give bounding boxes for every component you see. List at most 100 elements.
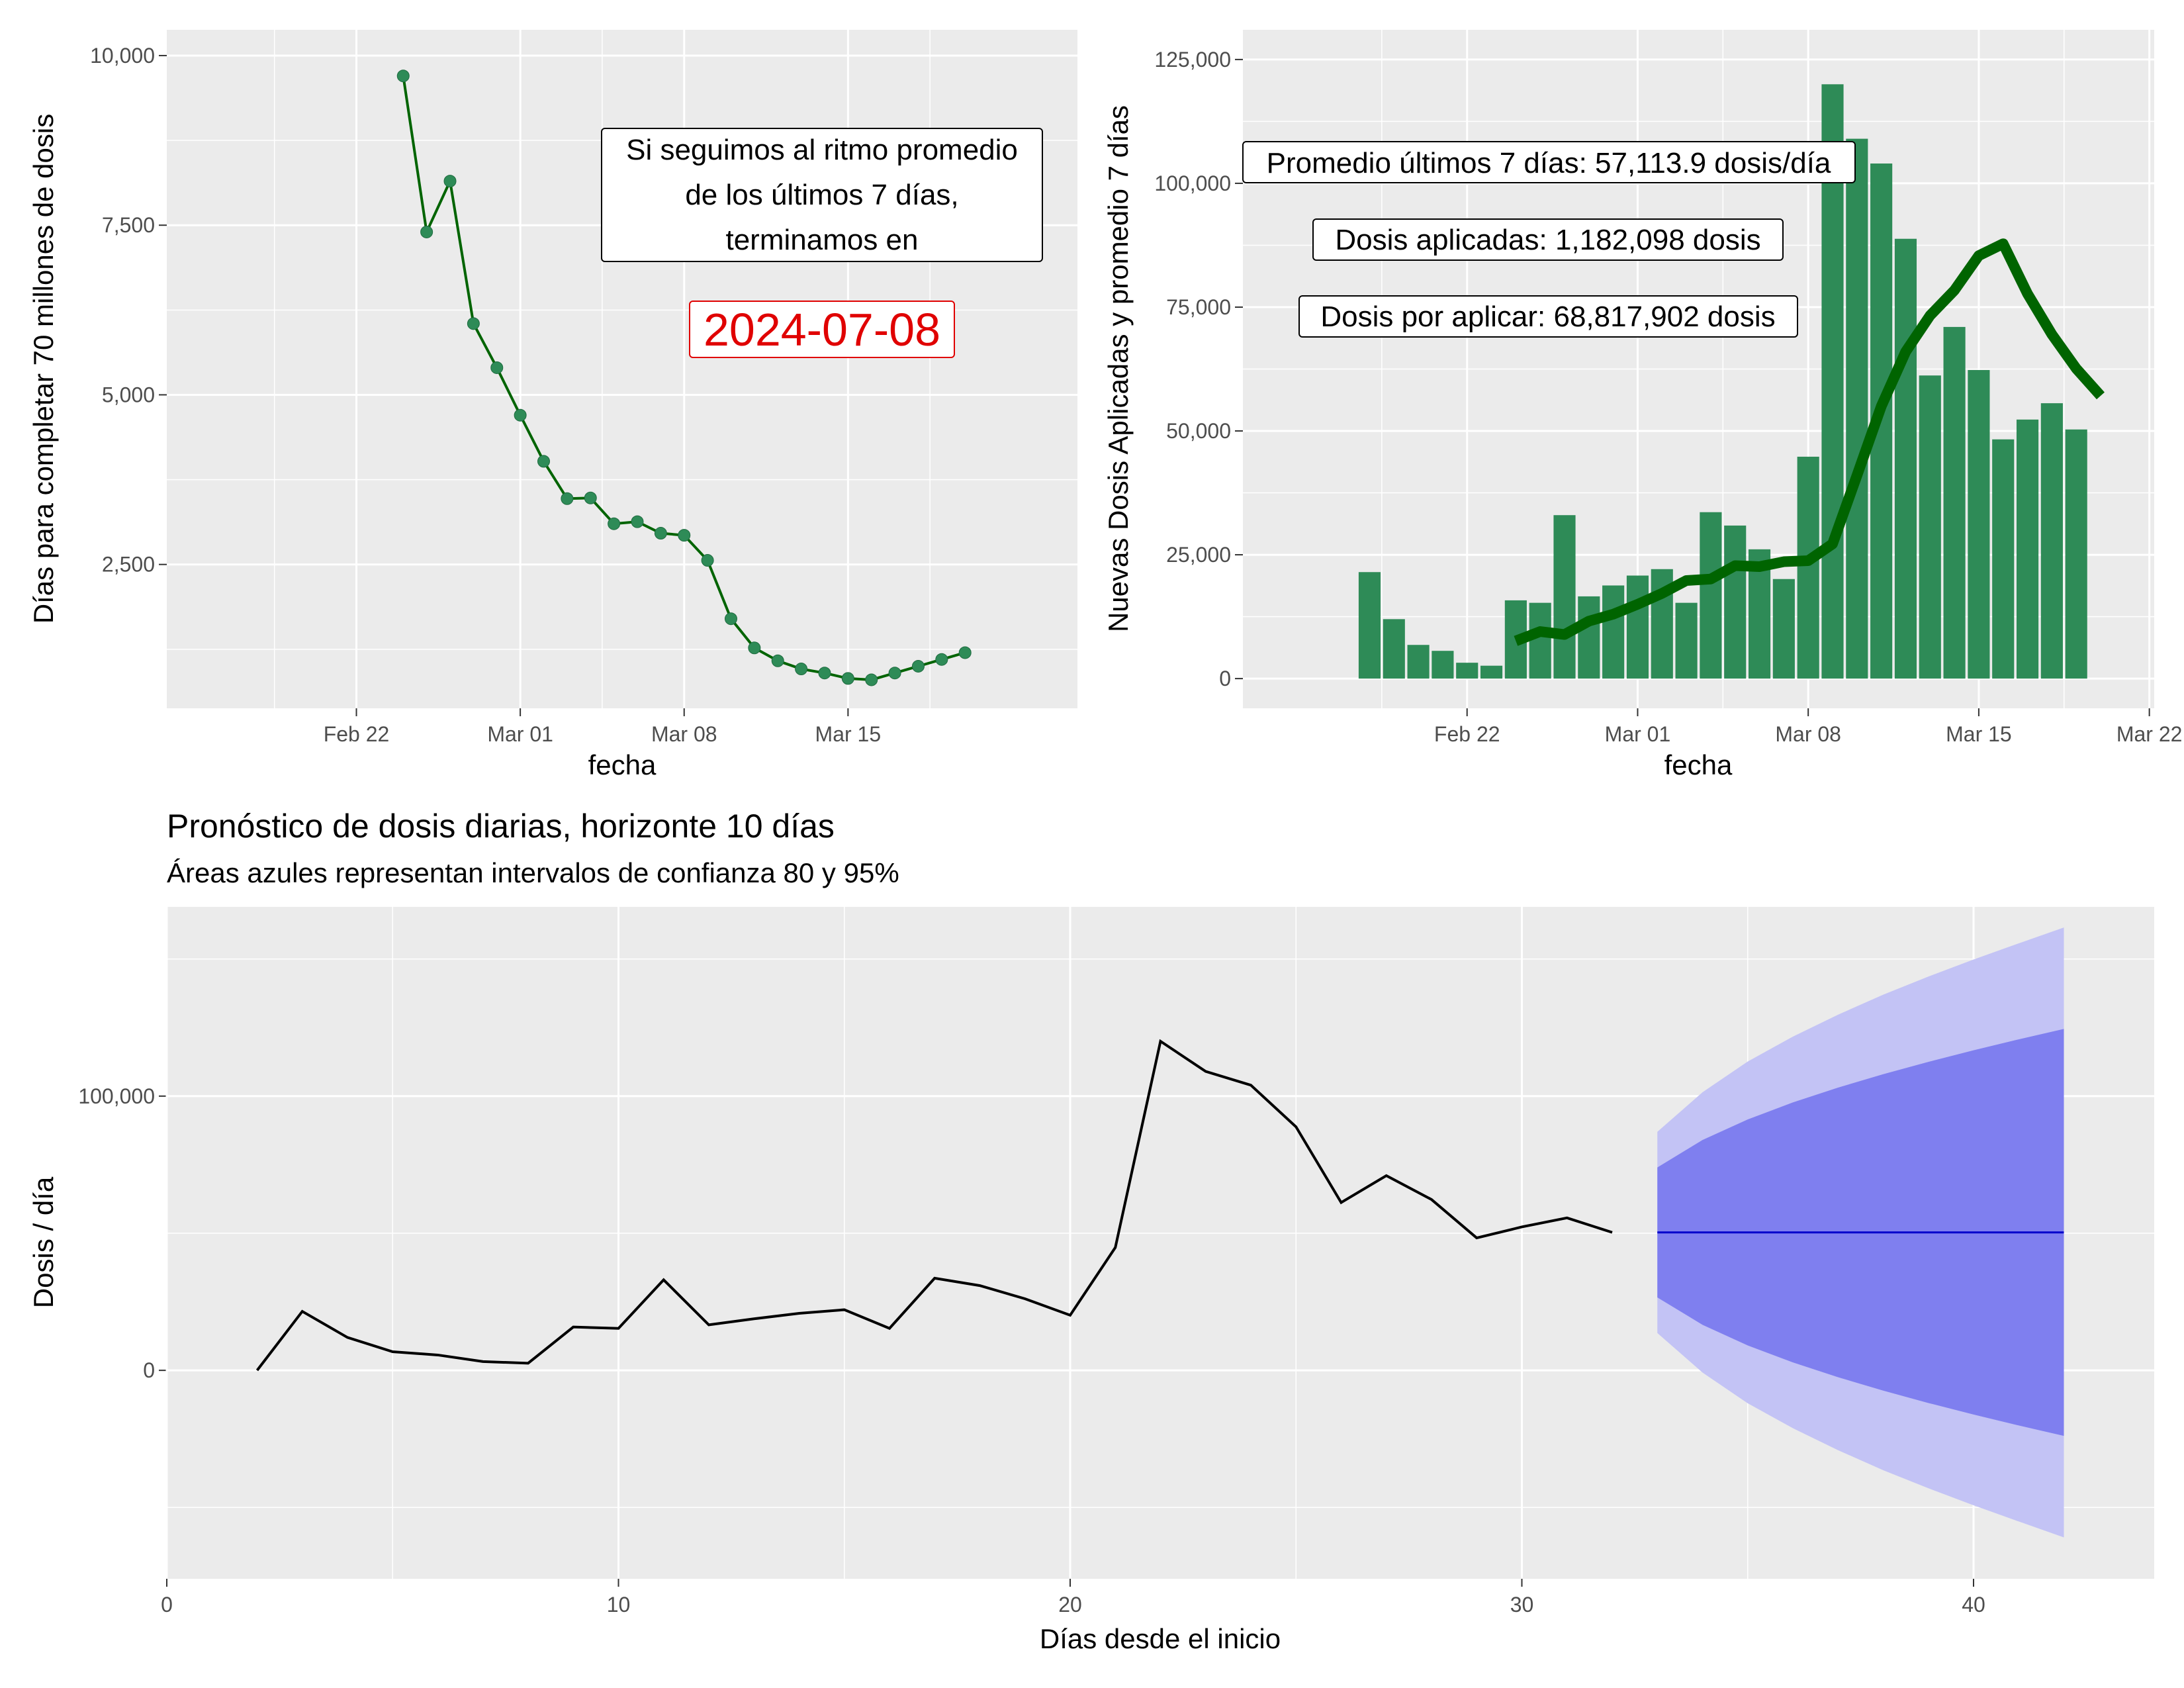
x-tick-labels: Feb 22 Mar 01 Mar 08 Mar 15 Mar 22 — [1434, 722, 2183, 746]
y-tick-label: 2,500 — [102, 553, 155, 577]
applied-note: Dosis aplicadas: 1,182,098 dosis — [1335, 224, 1760, 256]
x-tick-label: 30 — [1510, 1593, 1534, 1617]
x-tick-label: Mar 08 — [651, 722, 717, 746]
data-point — [654, 527, 667, 540]
y-axis-title: Dosis / día — [28, 1176, 59, 1308]
x-tick-label: Feb 22 — [1434, 722, 1500, 746]
x-tick-label: 0 — [161, 1593, 173, 1617]
annotation-line-1: Si seguimos al ritmo promedio — [626, 134, 1018, 166]
y-tick-label: 10,000 — [90, 44, 155, 68]
y-axis-title: Días para completar 70 millones de dosis — [28, 114, 59, 624]
bar — [1797, 456, 1819, 679]
bar — [2065, 429, 2087, 679]
remaining-note: Dosis por aplicar: 68,817,902 dosis — [1320, 301, 1775, 333]
data-point — [467, 317, 480, 330]
bar — [1407, 645, 1430, 679]
projection-annotation: Si seguimos al ritmo promedio de los últ… — [601, 128, 1043, 358]
data-point — [490, 361, 504, 374]
annotation-line-2: de los últimos 7 días, — [685, 179, 958, 211]
bar — [1943, 326, 1966, 679]
data-point — [958, 646, 972, 659]
y-tick-labels: 0 25,000 50,000 75,000 100,000 125,000 — [1154, 48, 1231, 690]
x-tick-label: 20 — [1058, 1593, 1082, 1617]
data-point — [701, 554, 714, 567]
bar — [1578, 596, 1600, 679]
y-tick-labels: 2,500 5,000 7,500 10,000 — [90, 44, 155, 577]
bar — [1992, 439, 2015, 679]
seven-day-average-line — [1514, 238, 2105, 646]
data-point — [396, 70, 410, 83]
series-points — [396, 70, 972, 686]
x-tick-labels: 0 10 20 30 40 — [161, 1593, 1985, 1617]
annotation-box — [1312, 218, 1784, 261]
data-point — [771, 654, 784, 667]
chart-title: Pronóstico de dosis diarias, horizonte 1… — [167, 808, 835, 845]
y-tick-label: 100,000 — [78, 1084, 155, 1108]
projected-date: 2024-07-08 — [704, 304, 940, 355]
panel-days-to-complete: 2,500 5,000 7,500 10,000 Feb 22 Mar 01 Mar 08… — [28, 30, 1077, 780]
data-point — [561, 492, 574, 505]
annotation-line-3: terminamos en — [725, 224, 918, 256]
bar — [1772, 579, 1795, 679]
data-point — [537, 455, 551, 468]
y-axis-title: Nuevas Dosis Aplicadas y promedio 7 días — [1103, 105, 1134, 632]
bar — [1968, 369, 1990, 679]
y-tick-label: 75,000 — [1166, 295, 1231, 319]
bar — [1456, 663, 1479, 679]
x-tick-label: Mar 01 — [487, 722, 553, 746]
average-note: Promedio últimos 7 días: 57,113.9 dosis/… — [1267, 147, 1831, 179]
panel-new-doses: 0 25,000 50,000 75,000 100,000 125,000 Feb 22… — [1103, 30, 2182, 780]
x-tick-labels: Feb 22 Mar 01 Mar 08 Mar 15 — [324, 722, 881, 746]
data-point — [514, 408, 527, 422]
data-point — [818, 667, 831, 680]
annotation-box — [1298, 295, 1798, 338]
bar — [1675, 602, 1698, 679]
data-point — [608, 517, 621, 530]
x-axis-title: fecha — [588, 749, 657, 780]
y-tick-label: 125,000 — [1154, 48, 1231, 71]
bar — [1919, 375, 1941, 679]
y-tick-label: 7,500 — [102, 213, 155, 237]
bar — [1358, 572, 1381, 679]
x-axis-title: fecha — [1664, 749, 1733, 780]
data-point — [420, 225, 433, 238]
x-tick-label: 10 — [607, 1593, 631, 1617]
y-tick-label: 0 — [143, 1358, 155, 1382]
x-axis-title: Días desde el inicio — [1040, 1623, 1281, 1654]
data-point — [865, 673, 878, 686]
data-point — [678, 529, 691, 542]
chart-subtitle: Áreas azules representan intervalos de c… — [167, 857, 899, 888]
history-line — [255, 1039, 1613, 1372]
x-tick-label: Mar 08 — [1775, 722, 1841, 746]
x-tick-label: Feb 22 — [324, 722, 390, 746]
data-point — [631, 515, 644, 528]
data-point — [443, 175, 457, 188]
data-point — [724, 612, 737, 626]
y-tick-label: 25,000 — [1166, 543, 1231, 567]
data-point — [935, 653, 948, 666]
y-tick-label: 5,000 — [102, 383, 155, 406]
bar — [1432, 651, 1454, 679]
x-tick-label: 40 — [1962, 1593, 1985, 1617]
data-point — [841, 672, 854, 685]
bar — [1724, 525, 1747, 679]
y-tick-label: 0 — [1219, 667, 1231, 690]
y-tick-label: 100,000 — [1154, 171, 1231, 195]
y-tick-labels: 0 100,000 — [78, 1084, 155, 1382]
stats-annotations: Promedio últimos 7 días: 57,113.9 dosis/… — [1242, 141, 1856, 338]
bar — [1529, 602, 1551, 679]
panel-forecast: Pronóstico de dosis diarias, horizonte 1… — [28, 808, 2154, 1654]
bar — [1602, 585, 1625, 679]
data-point — [795, 663, 808, 676]
x-tick-label: Mar 22 — [2116, 722, 2183, 746]
data-point — [584, 491, 597, 504]
x-tick-label: Mar 01 — [1605, 722, 1671, 746]
bar — [1846, 138, 1868, 679]
bar — [2040, 403, 2063, 679]
data-point — [748, 641, 761, 655]
y-tick-label: 50,000 — [1166, 419, 1231, 443]
x-tick-label: Mar 15 — [815, 722, 882, 746]
bar — [1553, 515, 1576, 679]
